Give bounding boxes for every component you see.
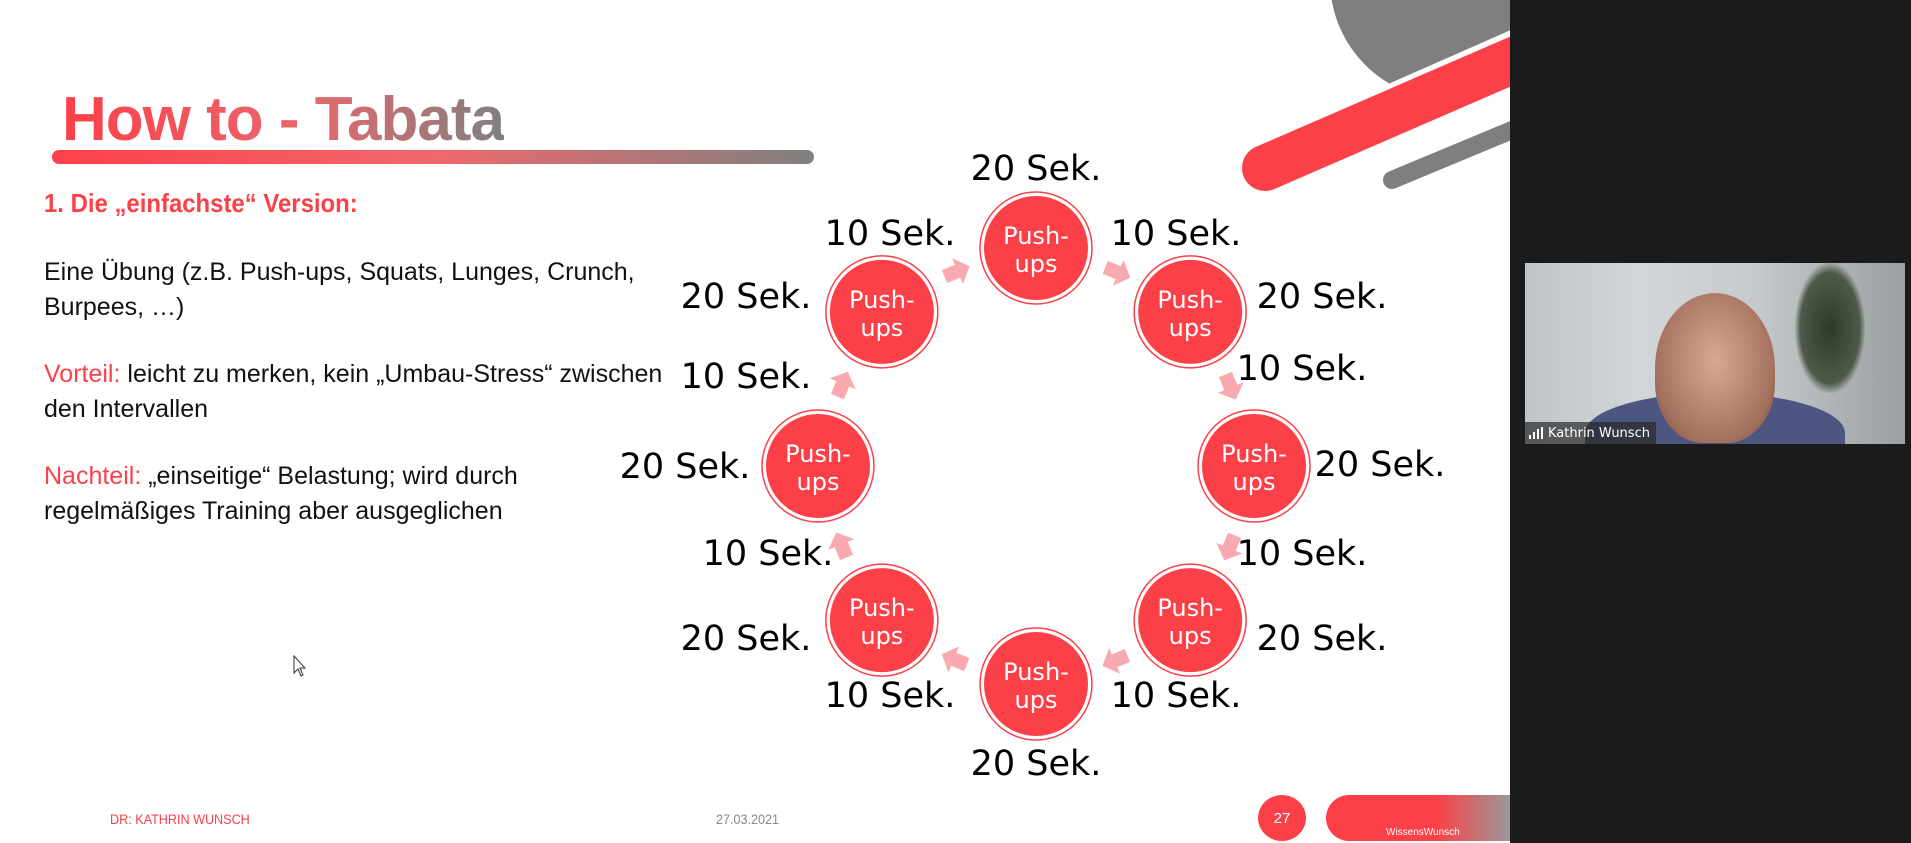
time-label: 10 Sek. [825, 214, 956, 254]
push-ups-label-line2: ups [1233, 468, 1276, 496]
push-ups-circle-ring [1197, 409, 1311, 523]
exercise-text: Eine Übung (z.B. Push-ups, Squats, Lunge… [44, 258, 635, 321]
push-ups-circle-ring [979, 191, 1093, 305]
push-ups-label-line1: Push- [785, 440, 851, 468]
time-label: 20 Sek. [1315, 445, 1446, 485]
disadvantage-paragraph: Nachteil: „einseitige“ Belastung; wird d… [44, 459, 664, 529]
arrow-icon [829, 371, 856, 400]
footer-author: DR: KATHRIN WUNSCH [110, 811, 250, 827]
arrow-icon [828, 532, 855, 561]
signal-bars-icon [1529, 427, 1543, 439]
presentation-slide: Push-ups Push-ups Push-ups Push-ups Push-ups… [0, 0, 1510, 843]
section-heading: 1. Die „einfachste“ Version: [44, 188, 358, 218]
time-label: 10 Sek. [825, 676, 956, 716]
push-ups-circle [766, 414, 870, 518]
push-ups-label-line2: ups [1015, 686, 1058, 714]
footer-date: 27.03.2021 [716, 811, 780, 827]
arrow-icon [941, 646, 970, 673]
time-label: 20 Sek. [620, 447, 751, 487]
push-ups-circle [829, 259, 934, 364]
title-underline [52, 150, 814, 164]
push-ups-circle [1202, 414, 1306, 518]
push-ups-circle [829, 568, 934, 673]
push-ups-circle-ring [979, 627, 1093, 741]
disadvantage-label: Nachteil: [44, 462, 142, 490]
participant-video-tile[interactable]: Kathrin Wunsch [1525, 263, 1905, 444]
time-label: 20 Sek. [971, 149, 1102, 189]
wissenswunsch-logo: WissensWunsch [1326, 795, 1510, 841]
push-ups-label-line1: Push- [1221, 440, 1287, 468]
push-ups-label-line1: Push- [849, 286, 915, 314]
push-ups-circle [984, 196, 1088, 300]
time-label: 10 Sek. [703, 534, 834, 574]
arrow-icon [1102, 647, 1131, 674]
time-label: 10 Sek. [1237, 534, 1368, 574]
push-ups-circle-ring [1133, 563, 1247, 677]
time-label: 20 Sek. [681, 277, 812, 317]
push-ups-label-line2: ups [860, 622, 903, 650]
time-label: 10 Sek. [1111, 214, 1242, 254]
participant-name: Kathrin Wunsch [1548, 425, 1650, 441]
push-ups-label-line2: ups [1015, 250, 1058, 278]
push-ups-label-line1: Push- [1003, 658, 1069, 686]
arrow-icon [1216, 532, 1243, 561]
push-ups-label-line2: ups [860, 314, 903, 342]
push-ups-label-line1: Push- [1003, 222, 1069, 250]
push-ups-circle-ring [761, 409, 875, 523]
push-ups-label-line1: Push- [1157, 286, 1223, 314]
slide-title: How to - Tabata [62, 85, 505, 154]
push-ups-circle-ring [1133, 255, 1247, 369]
advantage-paragraph: Vorteil: leicht zu merken, kein „Umbau-S… [44, 357, 664, 427]
arrow-icon [941, 258, 970, 285]
push-ups-circle [984, 632, 1088, 736]
time-label: 10 Sek. [681, 357, 812, 397]
time-label: 10 Sek. [1237, 349, 1368, 389]
push-ups-circle [1138, 568, 1243, 673]
participant-name-tag: Kathrin Wunsch [1525, 422, 1656, 444]
push-ups-circle [1138, 259, 1243, 364]
slide-decoration: Push-upsPush-upsPush-upsPush-upsPush-ups… [620, 0, 1510, 784]
time-label: 20 Sek. [681, 619, 812, 659]
background-plant [1795, 263, 1865, 393]
push-ups-circle-ring [825, 563, 939, 677]
arrow-icon [1102, 259, 1131, 286]
gray-bar-decoration [1383, 121, 1510, 189]
advantage-label: Vorteil: [44, 360, 121, 388]
page-number: 27 [1258, 795, 1306, 841]
advantage-text: leicht zu merken, kein „Umbau-Stress“ zw… [44, 360, 663, 423]
mouse-cursor-icon [293, 655, 307, 677]
time-label: 20 Sek. [1257, 619, 1388, 659]
push-ups-label-line2: ups [797, 468, 840, 496]
push-ups-circle-ring [825, 255, 939, 369]
time-label: 20 Sek. [1257, 277, 1388, 317]
arrow-icon [1217, 371, 1244, 400]
tabata-cycle-diagram: Push-upsPush-upsPush-upsPush-upsPush-ups… [620, 149, 1446, 784]
logo-text: WissensWunsch [1386, 827, 1460, 838]
disadvantage-text: „einseitige“ Belastung; wird durch regel… [44, 462, 518, 525]
time-label: 10 Sek. [1111, 676, 1242, 716]
red-bar-decoration [1242, 36, 1510, 191]
push-ups-label-line1: Push- [849, 594, 915, 622]
push-ups-label-line2: ups [1169, 314, 1212, 342]
participant-face [1655, 293, 1775, 443]
push-ups-label-line2: ups [1169, 622, 1212, 650]
push-ups-label-line1: Push- [1157, 594, 1223, 622]
time-label: 20 Sek. [971, 744, 1102, 784]
